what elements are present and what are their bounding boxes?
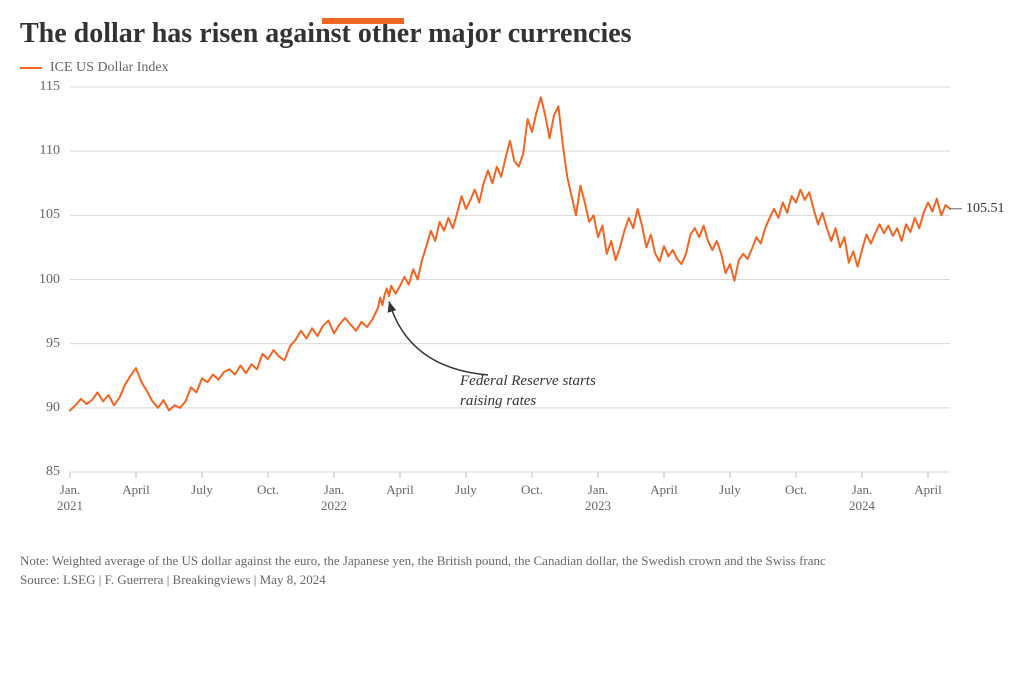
chart-container: The dollar has risen against other major… [0,18,1025,691]
y-axis-tick-label: 100 [20,272,60,288]
x-axis-tick-label: April [122,482,149,498]
x-axis-tick-label: Jan.2023 [585,482,611,515]
chart-svg [20,82,1000,522]
x-axis-tick-label: Oct. [521,482,543,498]
chart-footer: Note: Weighted average of the US dollar … [20,552,1005,590]
x-axis-tick-label: July [455,482,477,498]
x-axis-tick-label: July [719,482,741,498]
x-axis-tick-label: Oct. [257,482,279,498]
x-axis-tick-label: April [914,482,941,498]
chart-title: The dollar has risen against other major… [20,18,1005,50]
y-axis-tick-label: 90 [20,400,60,416]
legend-label: ICE US Dollar Index [50,60,169,76]
y-axis-tick-label: 115 [20,79,60,95]
x-axis-tick-label: July [191,482,213,498]
legend-swatch [20,67,42,69]
annotation-label: Federal Reserve startsraising rates [460,372,596,411]
y-axis-tick-label: 110 [20,143,60,159]
brand-top-mark [322,18,404,24]
x-axis-tick-label: Jan.2021 [57,482,83,515]
x-axis-tick-label: Jan.2024 [849,482,875,515]
y-axis-tick-label: 95 [20,336,60,352]
last-value-label: 105.51 [966,201,1005,217]
chart-plot-area: 85 90 95 100 105 110 115 Jan.2021 April July Oct. J… [20,82,1000,522]
x-axis-tick-label: April [386,482,413,498]
legend: ICE US Dollar Index [20,60,1005,76]
x-axis-tick-label: Jan.2022 [321,482,347,515]
y-axis-tick-label: 105 [20,207,60,223]
footnote-text: Note: Weighted average of the US dollar … [20,552,1005,571]
source-text: Source: LSEG | F. Guerrera | Breakingvie… [20,571,1005,590]
y-axis-tick-label: 85 [20,464,60,480]
x-axis-tick-label: April [650,482,677,498]
x-axis-tick-label: Oct. [785,482,807,498]
